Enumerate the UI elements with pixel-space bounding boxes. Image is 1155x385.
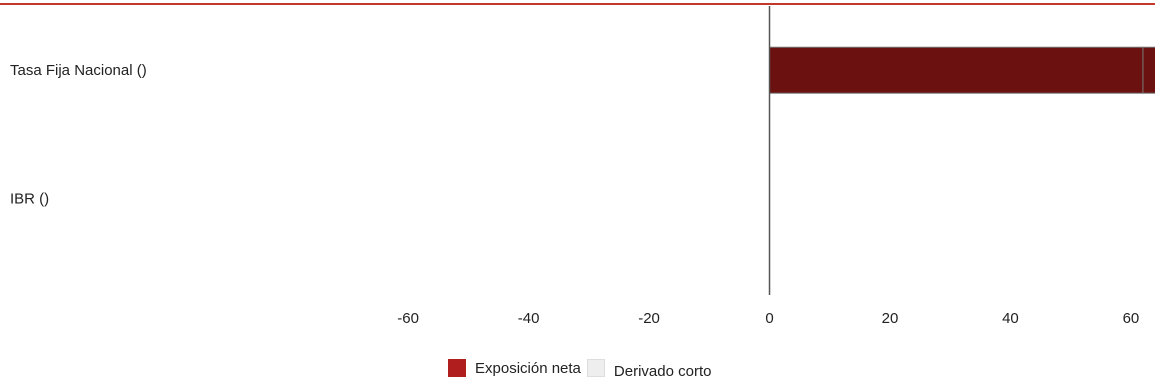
legend-item-derivado-corto[interactable]: Derivado corto [586,359,712,380]
x-tick-label: 60 [1123,310,1140,327]
x-tick-label: 0 [765,310,773,327]
category-labels: Tasa Fija Nacional () IBR () [10,62,147,207]
x-tick-labels: -60 -40 -20 0 20 40 60 [397,310,1139,327]
bar-exposici-n-neta[interactable] [769,46,1144,94]
legend: Exposición neta Derivado corto [448,359,717,380]
bars-group [769,46,1155,94]
legend-label-exposicion-neta: Exposición neta [475,359,581,377]
x-tick-label: -40 [518,310,540,327]
category-label: IBR () [10,191,49,208]
x-tick-label: 20 [882,310,899,327]
legend-swatch-derivado-corto [586,359,605,377]
bar-derivado-corto[interactable] [1142,46,1155,94]
x-tick-label: 40 [1002,310,1019,327]
x-tick-label: -20 [638,310,660,327]
legend-label-derivado-corto: Derivado corto [613,362,712,380]
category-label: Tasa Fija Nacional () [10,62,147,79]
legend-swatch-exposicion-neta [448,359,466,377]
x-tick-label: -60 [397,310,419,327]
legend-item-exposicion-neta[interactable]: Exposición neta [448,359,581,377]
